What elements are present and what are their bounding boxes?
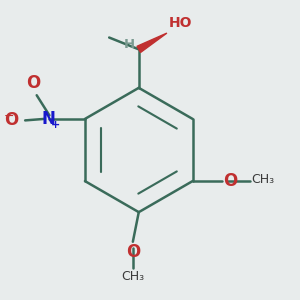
Text: H: H — [124, 38, 135, 50]
Text: O: O — [26, 74, 40, 92]
Text: O: O — [4, 111, 18, 129]
Text: HO: HO — [168, 16, 192, 29]
Polygon shape — [137, 33, 167, 52]
Text: −: − — [3, 110, 14, 123]
Text: O: O — [126, 243, 140, 261]
Text: +: + — [51, 120, 61, 130]
Text: CH₃: CH₃ — [121, 270, 144, 283]
Text: CH₃: CH₃ — [251, 173, 274, 186]
Text: O: O — [223, 172, 237, 190]
Text: N: N — [41, 110, 55, 128]
